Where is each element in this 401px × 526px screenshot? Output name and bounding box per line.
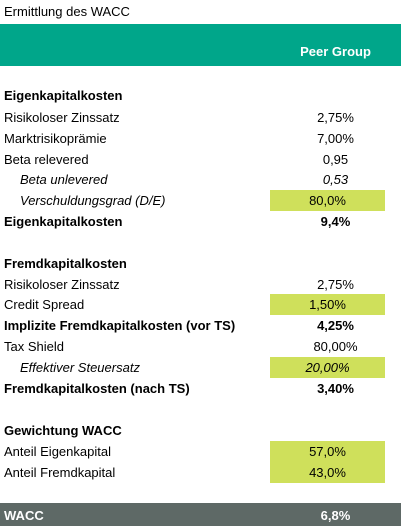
row-value-input[interactable]: 20,00% [270,357,385,378]
row-value-input[interactable]: 80,0% [270,190,385,211]
row-label: Beta relevered [4,152,89,167]
row-label: Risikoloser Zinssatz [4,277,120,292]
wacc-label: WACC [4,508,44,523]
row-value[interactable]: 7,00% [317,131,354,146]
row-value[interactable]: 0,53 [322,172,349,187]
row-beta-relevered: Beta relevered 0,95 [0,149,401,170]
row-label: Effektiver Steuersatz [20,360,140,375]
row-label: Tax Shield [4,339,64,354]
row-beta-unlevered: Beta unlevered 0,53 [0,169,401,190]
sheet-title: Ermittlung des WACC [4,4,130,19]
row-debt-equity-ratio: Verschuldungsgrad (D/E) 80,0% [0,190,401,211]
row-equity-share: Anteil Eigenkapital 57,0% [0,441,401,462]
row-value[interactable]: 3,40% [317,381,354,396]
row-label: Marktrisikoprämie [4,131,107,146]
row-debt-risk-free: Risikoloser Zinssatz 2,75% [0,274,401,295]
row-value[interactable]: 2,75% [317,277,354,292]
column-header-peer-group: Peer Group [300,44,371,59]
row-equity-risk-free: Risikoloser Zinssatz 2,75% [0,107,401,128]
row-value[interactable]: 2,75% [317,110,354,125]
row-value[interactable]: 4,25% [317,318,354,333]
row-equity-total: Eigenkapitalkosten 9,4% [0,211,401,232]
wacc-total-row: WACC 6,8% [0,503,401,526]
wacc-value[interactable]: 6,8% [320,508,351,523]
row-label: Anteil Eigenkapital [4,444,111,459]
section-equity-heading: Eigenkapitalkosten [4,88,123,103]
row-label: Credit Spread [4,297,85,312]
row-label: Beta unlevered [20,172,108,187]
row-label: Implizite Fremdkapitalkosten (vor TS) [4,318,236,333]
row-value[interactable]: 80,00% [313,339,358,354]
section-weighting-heading: Gewichtung WACC [4,423,122,438]
row-label: Fremdkapitalkosten (nach TS) [4,381,190,396]
row-label: Verschuldungsgrad (D/E) [20,193,166,208]
row-tax-shield: Tax Shield 80,00% [0,336,401,357]
row-value[interactable]: 9,4% [320,214,351,229]
row-value-input[interactable]: 43,0% [270,462,385,483]
section-debt-heading: Fremdkapitalkosten [4,256,127,271]
row-debt-share: Anteil Fremdkapital 43,0% [0,462,401,483]
row-credit-spread: Credit Spread 1,50% [0,294,401,315]
row-value-input[interactable]: 57,0% [270,441,385,462]
row-value[interactable]: 0,95 [322,152,349,167]
row-value-input[interactable]: 1,50% [270,294,385,315]
row-label: Risikoloser Zinssatz [4,110,120,125]
row-market-risk-premium: Marktrisikoprämie 7,00% [0,128,401,149]
row-implied-cost-of-debt: Implizite Fremdkapitalkosten (vor TS) 4,… [0,315,401,336]
row-label: Eigenkapitalkosten [4,214,123,229]
row-effective-tax-rate: Effektiver Steuersatz 20,00% [0,357,401,378]
row-debt-total: Fremdkapitalkosten (nach TS) 3,40% [0,378,401,399]
header-band [0,24,401,66]
row-label: Anteil Fremdkapital [4,465,116,480]
